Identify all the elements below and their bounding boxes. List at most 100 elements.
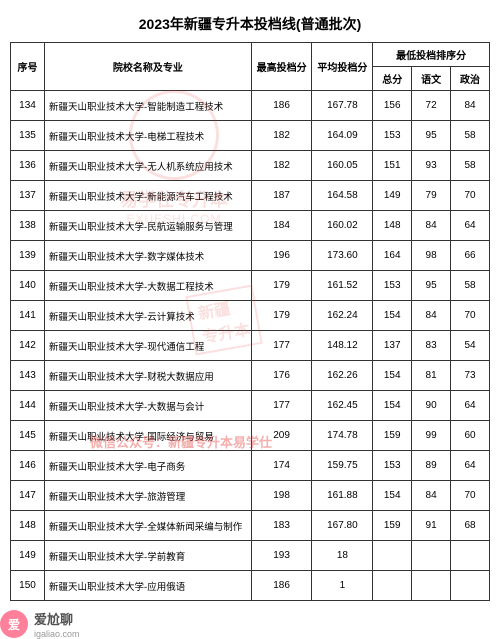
cell-total — [373, 541, 412, 571]
cell-total: 154 — [373, 301, 412, 331]
cell-total: 151 — [373, 151, 412, 181]
cell-sub2: 66 — [451, 241, 490, 271]
score-table: 序号 院校名称及专业 最高投档分 平均投档分 最低投档排序分 总分 语文 政治 … — [10, 42, 490, 601]
th-sub1: 语文 — [412, 67, 451, 91]
cell-major: 新疆天山职业技术大学-民航运输服务与管理 — [45, 211, 252, 241]
cell-high: 184 — [251, 211, 312, 241]
table-row: 145新疆天山职业技术大学-国际经济与贸易209174.781599960 — [11, 421, 490, 451]
th-major: 院校名称及专业 — [45, 43, 252, 91]
th-seq: 序号 — [11, 43, 45, 91]
cell-seq: 137 — [11, 181, 45, 211]
cell-high: 209 — [251, 421, 312, 451]
cell-sub2: 70 — [451, 481, 490, 511]
cell-avg: 162.24 — [312, 301, 373, 331]
cell-seq: 145 — [11, 421, 45, 451]
cell-total: 159 — [373, 421, 412, 451]
cell-sub1: 89 — [412, 451, 451, 481]
cell-avg: 159.75 — [312, 451, 373, 481]
th-lowest: 最低投档排序分 — [373, 43, 490, 67]
cell-total: 153 — [373, 121, 412, 151]
cell-seq: 138 — [11, 211, 45, 241]
cell-major: 新疆天山职业技术大学-应用俄语 — [45, 571, 252, 601]
cell-avg: 1 — [312, 571, 373, 601]
cell-high: 174 — [251, 451, 312, 481]
cell-sub1: 83 — [412, 331, 451, 361]
cell-sub1: 79 — [412, 181, 451, 211]
cell-sub2: 60 — [451, 421, 490, 451]
cell-seq: 143 — [11, 361, 45, 391]
cell-sub2: 70 — [451, 181, 490, 211]
cell-avg: 167.78 — [312, 91, 373, 121]
cell-sub2: 73 — [451, 361, 490, 391]
cell-avg: 164.09 — [312, 121, 373, 151]
cell-avg: 174.78 — [312, 421, 373, 451]
cell-high: 196 — [251, 241, 312, 271]
cell-seq: 140 — [11, 271, 45, 301]
th-total: 总分 — [373, 67, 412, 91]
table-row: 139新疆天山职业技术大学-数字媒体技术196173.601649866 — [11, 241, 490, 271]
cell-major: 新疆天山职业技术大学-国际经济与贸易 — [45, 421, 252, 451]
cell-avg: 18 — [312, 541, 373, 571]
table-row: 134新疆天山职业技术大学-智能制造工程技术186167.781567284 — [11, 91, 490, 121]
cell-major: 新疆天山职业技术大学-云计算技术 — [45, 301, 252, 331]
cell-total: 159 — [373, 511, 412, 541]
cell-major: 新疆天山职业技术大学-数字媒体技术 — [45, 241, 252, 271]
cell-total: 153 — [373, 271, 412, 301]
cell-sub2: 58 — [451, 121, 490, 151]
cell-avg: 148.12 — [312, 331, 373, 361]
cell-seq: 150 — [11, 571, 45, 601]
cell-total: 148 — [373, 211, 412, 241]
cell-total: 137 — [373, 331, 412, 361]
table-row: 137新疆天山职业技术大学-新能源汽车工程技术187164.581497970 — [11, 181, 490, 211]
cell-major: 新疆天山职业技术大学-大数据工程技术 — [45, 271, 252, 301]
cell-sub2: 70 — [451, 301, 490, 331]
cell-seq: 146 — [11, 451, 45, 481]
brand-name: 爱尬聊 — [34, 612, 73, 627]
cell-major: 新疆天山职业技术大学-财税大数据应用 — [45, 361, 252, 391]
cell-sub2: 58 — [451, 271, 490, 301]
cell-high: 179 — [251, 301, 312, 331]
cell-major: 新疆天山职业技术大学-电梯工程技术 — [45, 121, 252, 151]
brand-logo-icon: 爱 — [0, 610, 28, 638]
table-row: 143新疆天山职业技术大学-财税大数据应用176162.261548173 — [11, 361, 490, 391]
cell-total: 149 — [373, 181, 412, 211]
cell-sub2: 58 — [451, 151, 490, 181]
cell-high: 179 — [251, 271, 312, 301]
table-row: 147新疆天山职业技术大学-旅游管理198161.881548470 — [11, 481, 490, 511]
cell-seq: 142 — [11, 331, 45, 361]
cell-avg: 162.45 — [312, 391, 373, 421]
cell-total: 154 — [373, 361, 412, 391]
cell-seq: 141 — [11, 301, 45, 331]
cell-total: 164 — [373, 241, 412, 271]
cell-sub2: 64 — [451, 211, 490, 241]
cell-avg: 164.58 — [312, 181, 373, 211]
cell-high: 186 — [251, 91, 312, 121]
page-title: 2023年新疆专升本投档线(普通批次) — [10, 8, 490, 42]
cell-sub2 — [451, 571, 490, 601]
cell-major: 新疆天山职业技术大学-新能源汽车工程技术 — [45, 181, 252, 211]
th-avg: 平均投档分 — [312, 43, 373, 91]
cell-major: 新疆天山职业技术大学-学前教育 — [45, 541, 252, 571]
cell-sub1 — [412, 571, 451, 601]
cell-sub1: 91 — [412, 511, 451, 541]
cell-seq: 149 — [11, 541, 45, 571]
cell-sub2 — [451, 541, 490, 571]
cell-major: 新疆天山职业技术大学-旅游管理 — [45, 481, 252, 511]
cell-sub2: 68 — [451, 511, 490, 541]
table-row: 136新疆天山职业技术大学-无人机系统应用技术182160.051519358 — [11, 151, 490, 181]
cell-sub1: 81 — [412, 361, 451, 391]
cell-major: 新疆天山职业技术大学-全媒体新闻采编与制作 — [45, 511, 252, 541]
table-row: 144新疆天山职业技术大学-大数据与会计177162.451549064 — [11, 391, 490, 421]
cell-high: 182 — [251, 121, 312, 151]
brand-sub: igaliao.com — [34, 629, 80, 639]
cell-total — [373, 571, 412, 601]
cell-seq: 139 — [11, 241, 45, 271]
cell-major: 新疆天山职业技术大学-电子商务 — [45, 451, 252, 481]
table-row: 140新疆天山职业技术大学-大数据工程技术179161.521539558 — [11, 271, 490, 301]
cell-high: 187 — [251, 181, 312, 211]
cell-sub2: 84 — [451, 91, 490, 121]
cell-major: 新疆天山职业技术大学-现代通信工程 — [45, 331, 252, 361]
cell-sub1: 99 — [412, 421, 451, 451]
cell-seq: 147 — [11, 481, 45, 511]
cell-total: 154 — [373, 481, 412, 511]
